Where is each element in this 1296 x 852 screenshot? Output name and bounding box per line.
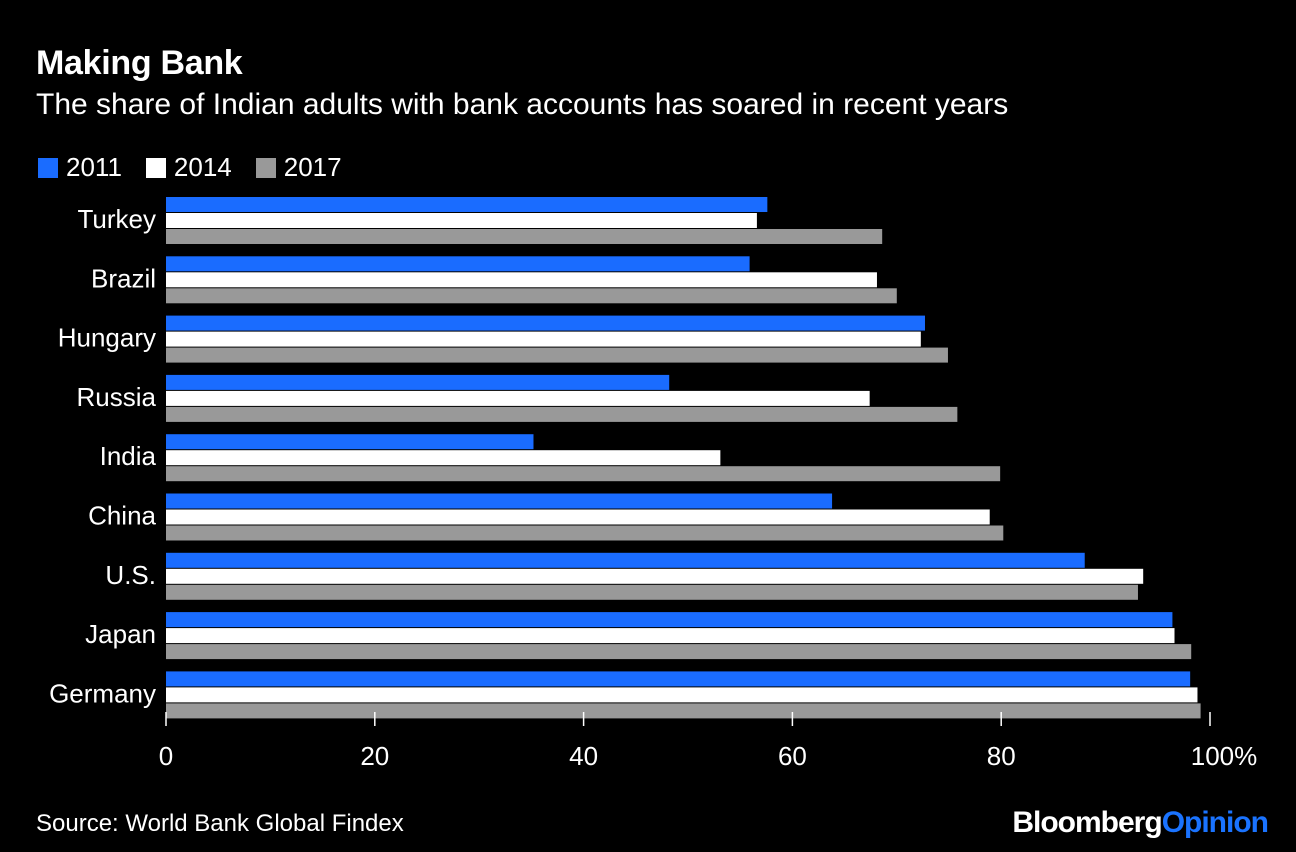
legend-item-2017: 2017: [255, 152, 342, 183]
bar-2011-turkey: [166, 197, 768, 212]
bar-2011-india: [166, 434, 534, 450]
category-label: Russia: [77, 382, 157, 412]
bar-2011-china: [166, 493, 833, 509]
category-label: India: [100, 441, 157, 471]
legend-swatch-2011: [38, 157, 58, 178]
legend-label-2011: 2011: [66, 152, 122, 182]
legend-item-2014: 2014: [145, 152, 232, 183]
brand-logo: BloombergOpinion: [1012, 806, 1269, 840]
bar-2011-japan: [166, 612, 1173, 628]
x-tick-label: 100%: [1191, 741, 1258, 771]
bar-2011-brazil: [166, 256, 750, 272]
brand-part-bloomberg: Bloomberg: [1012, 806, 1162, 839]
bar-2017-us: [166, 584, 1138, 600]
bar-2017-india: [166, 466, 1001, 482]
bar-2011-hungary: [166, 315, 925, 331]
bar-2014-china: [166, 509, 990, 525]
x-tick-label: 60: [778, 741, 807, 771]
bar-2014-hungary: [166, 331, 921, 347]
category-label: Japan: [85, 619, 156, 649]
legend-item-2011: 2011: [38, 152, 122, 183]
bar-2014-india: [166, 450, 721, 466]
bar-2011-russia: [166, 374, 670, 390]
x-tick-label: 40: [569, 741, 598, 771]
legend-label-2014: 2014: [173, 152, 232, 182]
bar-2014-us: [166, 568, 1144, 584]
x-tick-label: 80: [987, 741, 1016, 771]
category-label: Turkey: [78, 204, 157, 234]
legend-swatch-2017: [255, 157, 276, 178]
bar-2017-germany: [166, 703, 1201, 719]
brand-part-opinion: Opinion: [1161, 806, 1269, 839]
bar-2017-turkey: [166, 229, 883, 244]
source-note: Source: World Bank Global Findex: [36, 810, 404, 837]
bar-2014-russia: [166, 390, 870, 406]
bar-2017-japan: [166, 644, 1192, 660]
category-label: U.S.: [105, 560, 156, 590]
bar-2014-germany: [166, 687, 1198, 703]
legend: 2011 2014 2017: [38, 152, 366, 183]
bar-2014-brazil: [166, 272, 877, 288]
chart-title: Making Bank: [36, 44, 243, 82]
category-label: Germany: [49, 678, 156, 708]
x-tick-label: 0: [159, 741, 173, 771]
category-label: Hungary: [58, 323, 156, 353]
bar-2017-china: [166, 525, 1004, 541]
bar-2011-us: [166, 552, 1085, 568]
bar-2014-turkey: [166, 213, 757, 228]
bar-2017-brazil: [166, 288, 897, 304]
bar-2014-japan: [166, 628, 1175, 644]
chart-subtitle: The share of Indian adults with bank acc…: [36, 88, 1009, 121]
category-label: China: [88, 501, 156, 531]
x-tick-label: 20: [360, 741, 389, 771]
legend-label-2017: 2017: [283, 152, 342, 182]
bar-2011-germany: [166, 671, 1191, 687]
legend-swatch-2014: [145, 157, 166, 178]
bar-2017-hungary: [166, 347, 948, 363]
category-label: Brazil: [91, 263, 156, 293]
bar-2017-russia: [166, 406, 958, 422]
